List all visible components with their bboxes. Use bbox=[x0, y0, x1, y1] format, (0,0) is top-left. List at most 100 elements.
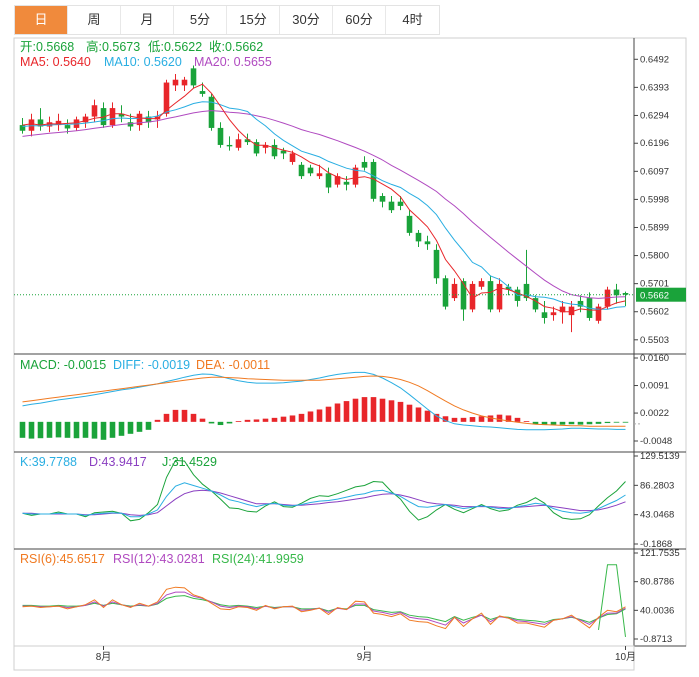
x-tick-label: 10月 bbox=[615, 651, 636, 663]
macd-bar bbox=[559, 421, 566, 425]
macd-bar bbox=[487, 415, 494, 422]
candle-body bbox=[361, 161, 368, 168]
legend-macd: MACD: -0.0015 bbox=[20, 358, 106, 372]
candle-body bbox=[289, 153, 296, 162]
candle-body bbox=[388, 201, 395, 211]
legend-k: K:39.7788 bbox=[20, 455, 77, 469]
candle-body bbox=[118, 113, 125, 117]
candle-body bbox=[199, 91, 206, 94]
candle-body bbox=[298, 164, 305, 177]
legend-ma5: MA5: 0.5640 bbox=[20, 55, 91, 69]
macd-bar bbox=[604, 421, 611, 424]
kdj-tick-label: 129.5139 bbox=[640, 451, 680, 462]
candle-body bbox=[163, 82, 170, 114]
macd-tick-label: -0.0048 bbox=[640, 436, 672, 447]
kdj-tick-label: 86.2803 bbox=[640, 480, 674, 491]
macd-bar bbox=[127, 421, 134, 434]
macd-bar bbox=[190, 413, 197, 422]
legend-close: 收:0.5662 bbox=[209, 40, 263, 54]
price-tick-label: 0.5998 bbox=[640, 194, 669, 205]
price-axis: 0.6492 0.6393 0.6294 0.6196 0.6097 0.5998 0.58… bbox=[14, 54, 686, 346]
dea-line bbox=[22, 375, 626, 427]
price-tick-label: 0.5800 bbox=[640, 251, 669, 262]
tab-15min[interactable]: 15分 bbox=[227, 6, 280, 34]
rsi12-line bbox=[22, 591, 626, 626]
moving-average-lines bbox=[22, 83, 626, 313]
candle-body bbox=[91, 105, 98, 117]
tab-month[interactable]: 月 bbox=[121, 6, 174, 34]
legend-d: D:43.9417 bbox=[89, 455, 147, 469]
kdj-tick-label: -0.1868 bbox=[640, 539, 672, 550]
candle-body bbox=[541, 312, 548, 318]
tab-30min[interactable]: 30分 bbox=[280, 6, 333, 34]
macd-bar bbox=[163, 413, 170, 422]
macd-bar bbox=[397, 401, 404, 422]
macd-bar bbox=[73, 421, 80, 439]
macd-bar bbox=[424, 410, 431, 422]
kdj-panel: 129.5139 86.2803 43.0468 -0.1868 bbox=[22, 451, 680, 550]
macd-bar bbox=[577, 421, 584, 425]
tab-day[interactable]: 日 bbox=[15, 6, 68, 34]
candle-body bbox=[334, 176, 341, 185]
macd-bar bbox=[280, 416, 287, 422]
macd-bar bbox=[568, 421, 575, 425]
macd-bar bbox=[415, 407, 422, 422]
price-tick-label: 0.6393 bbox=[640, 82, 669, 93]
macd-bar bbox=[37, 421, 44, 439]
rsi-panel: 121.7535 80.8786 40.0036 -0.8713 bbox=[22, 548, 680, 645]
tab-60min[interactable]: 60分 bbox=[333, 6, 386, 34]
x-axis-border bbox=[13, 645, 635, 671]
macd-bar bbox=[307, 411, 314, 422]
candle-body bbox=[532, 298, 539, 310]
candle-body bbox=[622, 293, 629, 295]
macd-bar bbox=[370, 397, 377, 422]
legend-rsi12: RSI(12):43.0281 bbox=[113, 552, 205, 566]
macd-bar bbox=[361, 397, 368, 422]
rsi-tick-label: 121.7535 bbox=[640, 548, 680, 559]
candle-body bbox=[568, 306, 575, 316]
macd-bar bbox=[172, 409, 179, 422]
candle-body bbox=[505, 286, 512, 290]
macd-bar bbox=[136, 421, 143, 432]
candle-body bbox=[442, 278, 449, 307]
rsi-tick-label: 80.8786 bbox=[640, 577, 674, 588]
rsi-spike-line bbox=[598, 564, 626, 638]
candle-body bbox=[433, 249, 440, 279]
legend-j: J:31.4529 bbox=[162, 455, 217, 469]
price-tick-label: 0.5701 bbox=[640, 279, 669, 290]
price-tick-label: 0.5503 bbox=[640, 335, 669, 346]
macd-bar bbox=[433, 413, 440, 422]
dif-line bbox=[22, 371, 626, 431]
candle-body bbox=[496, 283, 503, 310]
candle-body bbox=[109, 108, 116, 126]
macd-bar bbox=[118, 421, 125, 436]
legend-dea: DEA: -0.0011 bbox=[196, 358, 270, 372]
candle-body bbox=[595, 306, 602, 321]
macd-tick-label: 0.0160 bbox=[640, 353, 669, 364]
macd-tick-label: 0.0091 bbox=[640, 381, 669, 392]
macd-bar bbox=[91, 421, 98, 439]
macd-bar bbox=[262, 418, 269, 422]
macd-bar bbox=[100, 421, 107, 440]
ma20-line bbox=[22, 110, 626, 299]
candle-body bbox=[559, 306, 566, 313]
macd-bar bbox=[532, 421, 539, 425]
legend-low: 低:0.5622 bbox=[148, 40, 202, 54]
macd-bar bbox=[343, 401, 350, 422]
tab-4hour[interactable]: 4时 bbox=[402, 12, 423, 27]
macd-bar bbox=[46, 421, 53, 438]
macd-bar bbox=[523, 421, 530, 422]
tab-5min[interactable]: 5分 bbox=[174, 6, 227, 34]
candle-body bbox=[64, 125, 71, 129]
macd-panel: 0.0160 0.0091 0.0022 -0.0048 bbox=[19, 353, 672, 447]
candle-body bbox=[397, 201, 404, 206]
tab-week[interactable]: 周 bbox=[68, 6, 121, 34]
candle-body bbox=[307, 167, 314, 174]
legend-rsi24: RSI(24):41.9959 bbox=[212, 552, 304, 566]
macd-bar bbox=[505, 415, 512, 422]
candle-body bbox=[127, 122, 134, 127]
candle-body bbox=[46, 122, 53, 127]
candle-body bbox=[190, 68, 197, 86]
candle-body bbox=[244, 139, 251, 143]
